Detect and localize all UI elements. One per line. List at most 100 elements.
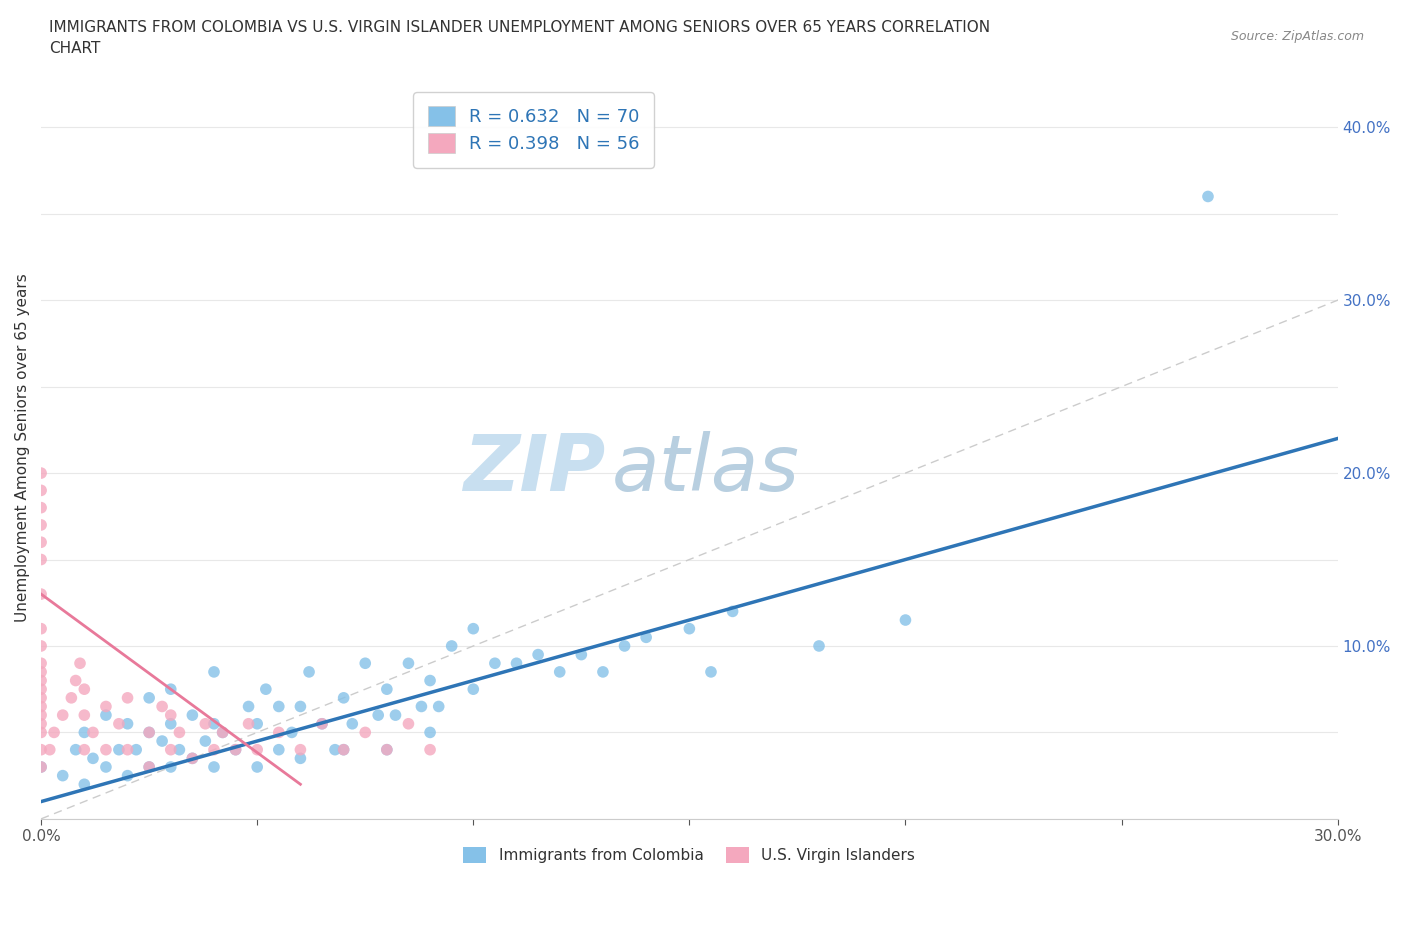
Point: [225, 742, 247, 757]
Point: [30, 656, 52, 671]
Point: [52, 768, 75, 783]
Point: [30, 517, 52, 532]
Point: [73, 742, 96, 757]
Point: [150, 699, 173, 714]
Point: [30, 664, 52, 679]
Point: [463, 621, 485, 636]
Point: [894, 613, 917, 628]
Point: [169, 725, 191, 740]
Point: [30, 483, 52, 498]
Point: [202, 664, 225, 679]
Point: [108, 716, 131, 731]
Point: [267, 725, 290, 740]
Point: [332, 742, 354, 757]
Point: [108, 742, 131, 757]
Point: [30, 552, 52, 567]
Point: [150, 734, 173, 749]
Point: [30, 466, 52, 481]
Legend: Immigrants from Colombia, U.S. Virgin Islanders: Immigrants from Colombia, U.S. Virgin Is…: [456, 840, 922, 870]
Point: [290, 742, 312, 757]
Point: [246, 760, 269, 775]
Point: [42, 725, 65, 740]
Point: [138, 760, 160, 775]
Point: [246, 716, 269, 731]
Point: [138, 725, 160, 740]
Point: [225, 742, 247, 757]
Point: [65, 673, 87, 688]
Point: [636, 630, 658, 644]
Point: [1197, 189, 1219, 204]
Point: [65, 742, 87, 757]
Point: [94, 760, 117, 775]
Point: [94, 708, 117, 723]
Point: [592, 664, 614, 679]
Point: [30, 716, 52, 731]
Point: [159, 682, 181, 697]
Point: [30, 500, 52, 515]
Point: [238, 699, 260, 714]
Point: [246, 742, 269, 757]
Point: [548, 664, 571, 679]
Point: [82, 751, 104, 765]
Point: [30, 639, 52, 654]
Point: [375, 742, 398, 757]
Point: [38, 742, 60, 757]
Point: [290, 699, 312, 714]
Point: [332, 690, 354, 705]
Point: [117, 742, 139, 757]
Point: [181, 751, 204, 765]
Point: [808, 639, 831, 654]
Point: [125, 742, 148, 757]
Text: CHART: CHART: [49, 41, 101, 56]
Point: [267, 699, 290, 714]
Point: [69, 656, 91, 671]
Point: [30, 682, 52, 697]
Point: [138, 725, 160, 740]
Point: [94, 699, 117, 714]
Point: [211, 725, 233, 740]
Point: [367, 708, 389, 723]
Point: [30, 535, 52, 550]
Point: [419, 673, 441, 688]
Point: [30, 760, 52, 775]
Point: [678, 621, 700, 636]
Point: [73, 708, 96, 723]
Point: [60, 690, 83, 705]
Point: [202, 742, 225, 757]
Point: [181, 708, 204, 723]
Point: [354, 656, 377, 671]
Point: [138, 690, 160, 705]
Point: [202, 760, 225, 775]
Point: [384, 708, 406, 723]
Point: [354, 725, 377, 740]
Y-axis label: Unemployment Among Seniors over 65 years: Unemployment Among Seniors over 65 years: [15, 272, 30, 621]
Text: IMMIGRANTS FROM COLOMBIA VS U.S. VIRGIN ISLANDER UNEMPLOYMENT AMONG SENIORS OVER: IMMIGRANTS FROM COLOMBIA VS U.S. VIRGIN …: [49, 20, 990, 35]
Point: [419, 742, 441, 757]
Point: [159, 708, 181, 723]
Point: [323, 742, 346, 757]
Point: [375, 682, 398, 697]
Point: [202, 716, 225, 731]
Point: [427, 699, 450, 714]
Point: [73, 777, 96, 791]
Point: [82, 725, 104, 740]
Point: [311, 716, 333, 731]
Point: [194, 716, 217, 731]
Point: [211, 725, 233, 740]
Point: [159, 716, 181, 731]
Point: [463, 682, 485, 697]
Point: [73, 725, 96, 740]
Point: [700, 664, 723, 679]
Point: [298, 664, 321, 679]
Point: [30, 621, 52, 636]
Point: [419, 725, 441, 740]
Point: [73, 682, 96, 697]
Point: [30, 760, 52, 775]
Point: [169, 742, 191, 757]
Text: Source: ZipAtlas.com: Source: ZipAtlas.com: [1230, 30, 1364, 43]
Point: [342, 716, 364, 731]
Point: [94, 742, 117, 757]
Point: [30, 708, 52, 723]
Point: [138, 760, 160, 775]
Point: [398, 656, 420, 671]
